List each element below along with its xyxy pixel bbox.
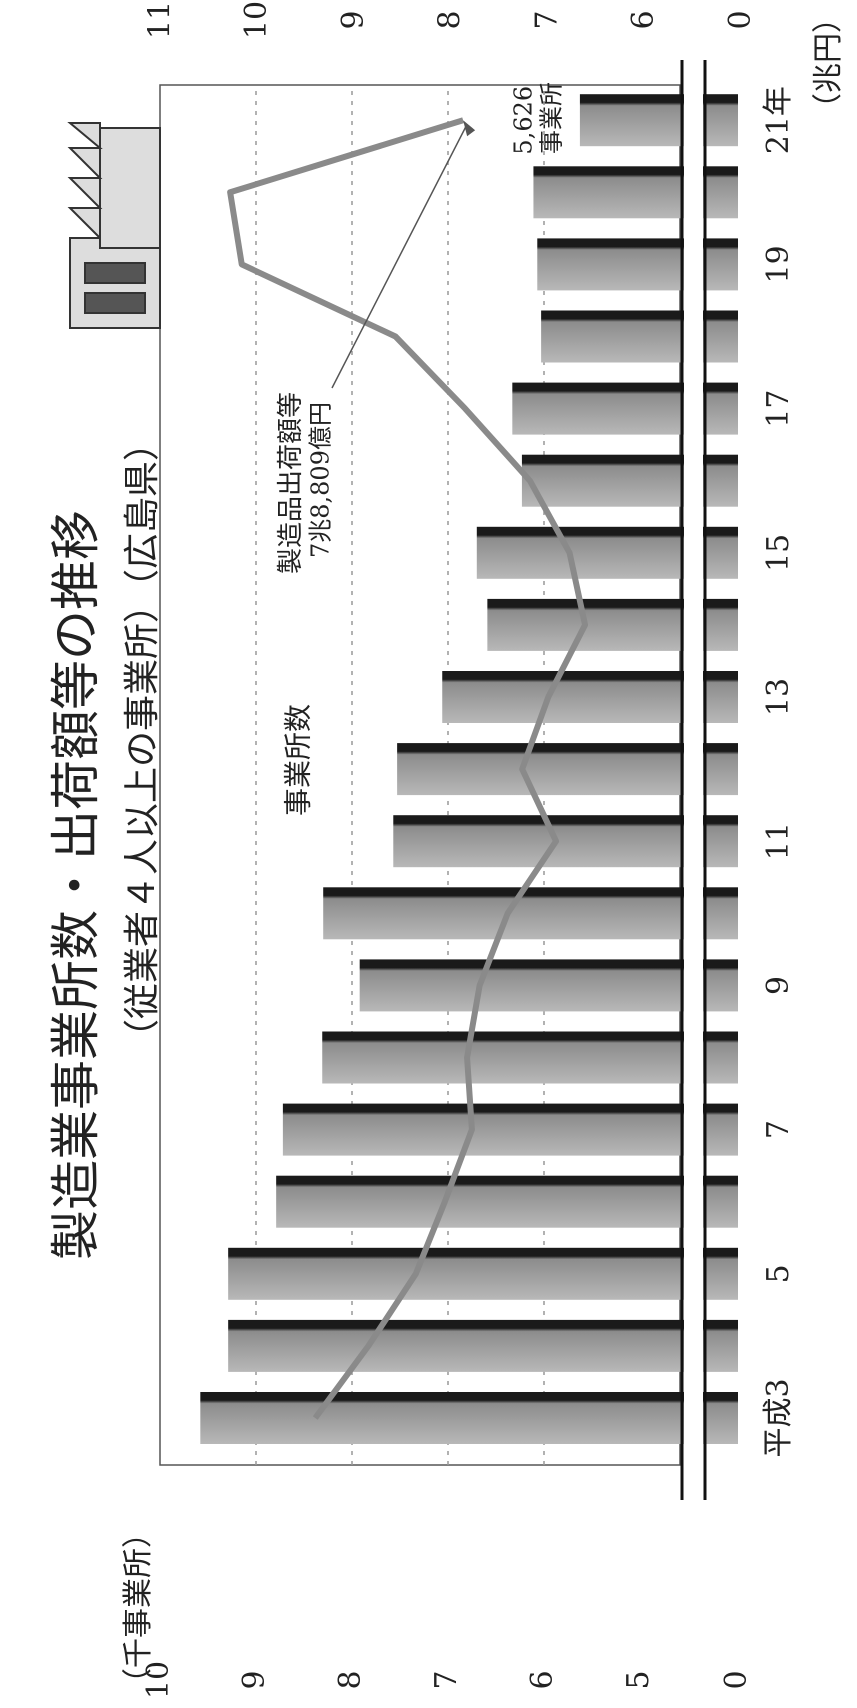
- y-tick-label: 5: [621, 1670, 656, 1689]
- bar: [442, 671, 738, 723]
- y2-tick-label: 7: [529, 10, 564, 29]
- chart-title: 製造業事業所数・出荷額等の推移: [47, 510, 105, 1260]
- x-tick-label: 17: [761, 390, 796, 428]
- bar: [537, 238, 739, 291]
- bar: [393, 815, 738, 868]
- bar: [322, 1031, 738, 1084]
- x-tick-label: 19: [761, 245, 796, 283]
- bar: [487, 598, 738, 651]
- data-label: 7兆8,809億円: [307, 402, 335, 558]
- y-tick-label: 8: [333, 1670, 368, 1689]
- x-tick-label: 21年: [761, 86, 796, 154]
- x-tick-label: 平成3: [761, 1378, 796, 1457]
- bar: [476, 526, 738, 579]
- y2-tick-label: 8: [433, 10, 468, 29]
- bar: [228, 1247, 738, 1300]
- arrow-head: [463, 120, 476, 137]
- y-tick-label: 9: [237, 1670, 272, 1689]
- x-tick-label: 11: [761, 822, 796, 860]
- series-label: 製造品出荷額等: [276, 392, 306, 574]
- y2-tick-label: 9: [336, 10, 371, 29]
- annotation-arrow: [331, 123, 468, 389]
- bar: [579, 94, 738, 147]
- line: [227, 117, 589, 1420]
- axis-break-gap: [684, 60, 703, 1500]
- building-icon: [67, 122, 161, 329]
- chart-body: 製造業事業所数・出荷額等の推移 （従業者４人以上の事業所）（広島県） （千事業所…: [47, 1, 846, 1699]
- y-tick-label: 0: [719, 1670, 754, 1689]
- y-axis-label: （千事業所）: [121, 1518, 156, 1698]
- x-tick-label: 15: [761, 534, 796, 572]
- bar: [282, 1103, 738, 1156]
- y2-axis-label: （兆円）: [811, 3, 846, 123]
- y-tick-label: 6: [525, 1670, 560, 1689]
- bar: [541, 310, 738, 363]
- y2-tick-label: 6: [626, 10, 661, 29]
- bar: [323, 887, 738, 940]
- bar: [359, 959, 738, 1012]
- bar: [533, 166, 738, 219]
- annotation: 事業所: [538, 82, 566, 154]
- bar: [200, 1392, 738, 1444]
- bar: [228, 1319, 738, 1372]
- y-tick-label: 10: [141, 1661, 176, 1699]
- y2-tick-label: 11: [143, 1, 178, 39]
- bar: [276, 1175, 738, 1228]
- x-tick-label: 7: [761, 1120, 796, 1139]
- data-label: 5,626: [509, 86, 537, 155]
- series-label: 事業所数: [282, 704, 315, 816]
- chart-subtitle: （従業者４人以上の事業所）（広島県）: [122, 425, 163, 1055]
- x-tick-label: 9: [761, 976, 796, 995]
- y2-tick-label: 10: [239, 1, 274, 39]
- y-tick-label: 7: [429, 1670, 464, 1689]
- x-tick-label: 5: [761, 1264, 796, 1283]
- x-tick-label: 13: [761, 678, 796, 716]
- bar: [397, 743, 738, 796]
- y2-tick-label: 0: [723, 10, 758, 29]
- bar: [521, 454, 738, 507]
